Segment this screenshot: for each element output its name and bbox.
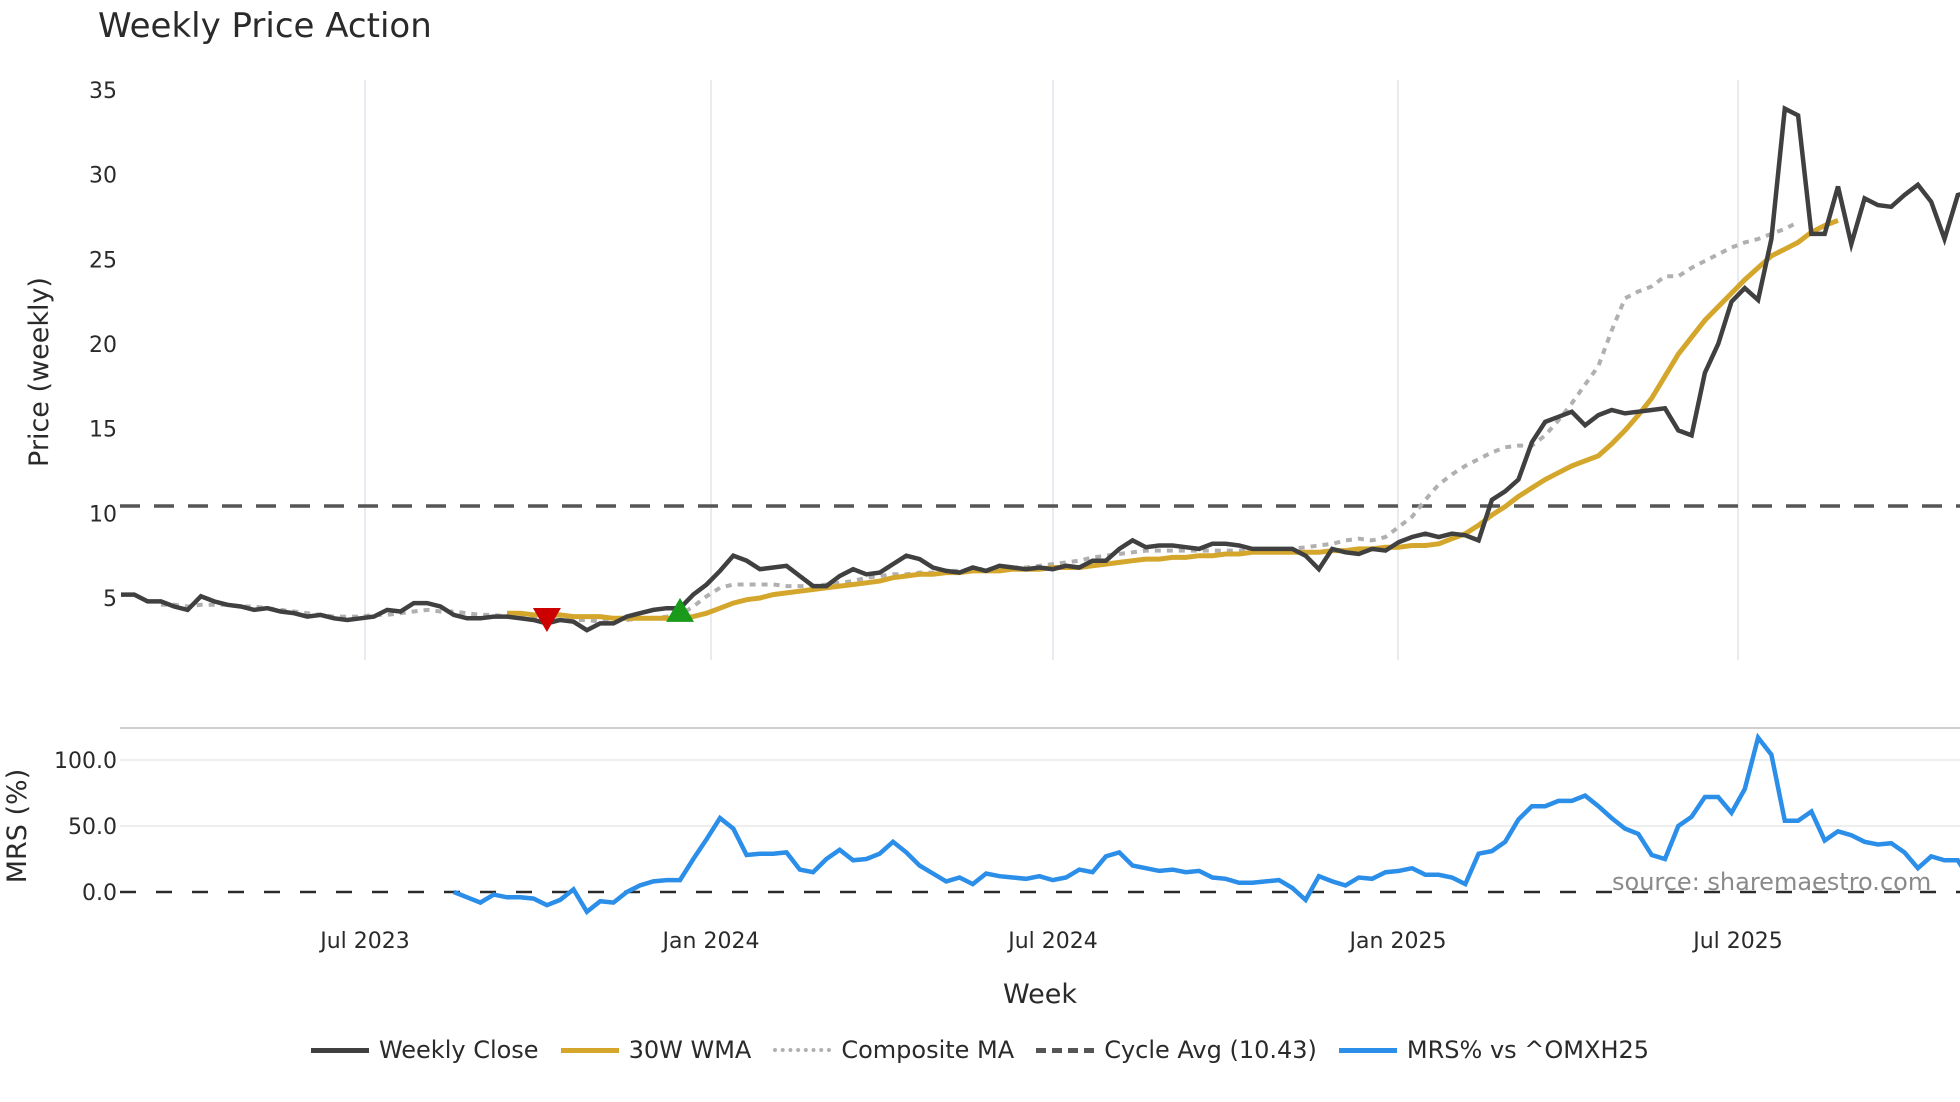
weekly-close-line bbox=[121, 105, 1960, 633]
x-tick-label: Jul 2024 bbox=[1006, 929, 1098, 954]
legend-swatch-icon bbox=[1338, 1047, 1397, 1053]
mrs-y-tick: 100.0 bbox=[54, 749, 117, 774]
legend-label: MRS% vs ^OMXH25 bbox=[1406, 1036, 1650, 1064]
x-tick-label: Jul 2023 bbox=[318, 929, 410, 954]
legend: Weekly Close 30W WMA Composite MA Cycle Avg… bbox=[0, 1036, 1960, 1064]
price-x-gridlines bbox=[364, 80, 1739, 660]
x-axis-label: Week bbox=[1003, 979, 1077, 1010]
legend-swatch-icon bbox=[773, 1048, 832, 1052]
price-y-tick: 20 bbox=[89, 333, 117, 358]
legend-swatch-icon bbox=[560, 1047, 619, 1053]
legend-item[interactable]: Composite MA bbox=[773, 1036, 1014, 1064]
legend-item[interactable]: Cycle Avg (10.43) bbox=[1036, 1036, 1317, 1064]
legend-item[interactable]: 30W WMA bbox=[560, 1036, 752, 1064]
wma-30w-line bbox=[507, 218, 1839, 621]
mrs-y-axis: 0.0 50.0 100.0 bbox=[54, 749, 1960, 906]
x-tick-label: Jan 2024 bbox=[661, 929, 760, 954]
mrs-y-tick: 0.0 bbox=[82, 881, 117, 906]
x-tick-label: Jul 2025 bbox=[1691, 929, 1783, 954]
price-y-tick: 5 bbox=[103, 587, 117, 612]
buy-signal-marker-icon bbox=[666, 597, 695, 622]
mrs-line bbox=[452, 732, 1960, 916]
legend-item[interactable]: Weekly Close bbox=[310, 1036, 539, 1064]
sell-signal-marker-icon bbox=[532, 608, 561, 633]
mrs-y-axis-label: MRS (%) bbox=[2, 769, 33, 884]
legend-swatch-icon bbox=[310, 1047, 369, 1053]
mrs-y-tick: 50.0 bbox=[68, 815, 117, 840]
source-watermark: source: sharemaestro.com bbox=[1612, 868, 1931, 896]
legend-label: Composite MA bbox=[841, 1036, 1015, 1064]
price-y-axis-label: Price (weekly) bbox=[24, 277, 55, 467]
legend-item[interactable]: MRS% vs ^OMXH25 bbox=[1338, 1036, 1650, 1064]
price-y-tick: 15 bbox=[89, 418, 117, 443]
legend-swatch-icon bbox=[1036, 1047, 1095, 1053]
chart-title: Weekly Price Action bbox=[98, 6, 432, 46]
x-axis-ticks: Jul 2023 Jan 2024 Jul 2024 Jan 2025 Jul 2025 bbox=[318, 929, 1783, 954]
price-y-tick: 30 bbox=[89, 164, 117, 189]
price-y-tick: 10 bbox=[89, 502, 117, 527]
composite-ma-line bbox=[160, 220, 1800, 624]
price-y-tick: 35 bbox=[89, 79, 117, 104]
legend-label: 30W WMA bbox=[628, 1036, 752, 1064]
legend-label: Cycle Avg (10.43) bbox=[1104, 1036, 1317, 1064]
legend-label: Weekly Close bbox=[378, 1036, 539, 1064]
x-tick-label: Jan 2025 bbox=[1348, 929, 1447, 954]
price-y-axis: 5 10 15 20 25 30 35 bbox=[89, 79, 117, 612]
price-y-tick: 25 bbox=[89, 248, 117, 273]
